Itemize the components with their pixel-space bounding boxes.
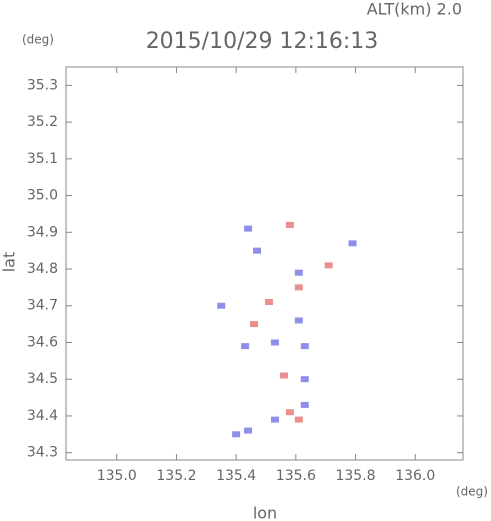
data-point bbox=[300, 343, 309, 350]
y-tick-label: 35.2 bbox=[27, 114, 58, 130]
data-point bbox=[232, 431, 241, 438]
plot-frame bbox=[65, 66, 464, 461]
data-point bbox=[270, 339, 279, 346]
data-point bbox=[264, 299, 273, 306]
x-tick-label: 135.4 bbox=[216, 468, 256, 484]
x-axis-label: lon bbox=[253, 504, 277, 521]
x-tick-label: 136.0 bbox=[395, 468, 435, 484]
y-tick-label: 35.1 bbox=[27, 151, 58, 167]
data-point bbox=[294, 284, 303, 291]
y-tick-label: 34.4 bbox=[27, 408, 58, 424]
y-tick-label: 34.9 bbox=[27, 224, 58, 240]
y-tick-label: 34.6 bbox=[27, 334, 58, 350]
x-tick-label: 135.6 bbox=[276, 468, 316, 484]
data-point bbox=[324, 262, 333, 269]
chart-title: 2015/10/29 12:16:13 bbox=[146, 29, 379, 54]
data-point bbox=[285, 409, 294, 416]
y-tick-label: 35.0 bbox=[27, 188, 58, 204]
data-point bbox=[250, 321, 259, 328]
y-tick-label: 34.8 bbox=[27, 261, 58, 277]
x-tick-label: 135.0 bbox=[97, 468, 137, 484]
data-point bbox=[348, 240, 357, 247]
y-tick-label: 35.3 bbox=[27, 77, 58, 93]
y-unit: (deg) bbox=[22, 33, 54, 47]
y-tick-label: 34.5 bbox=[27, 371, 58, 387]
data-point bbox=[294, 269, 303, 276]
chart-subtitle: ALT(km) 2.0 bbox=[367, 0, 462, 19]
y-axis-label: lat bbox=[0, 252, 19, 273]
data-point bbox=[253, 247, 262, 254]
y-tick-label: 34.3 bbox=[27, 445, 58, 461]
data-point bbox=[294, 317, 303, 324]
data-point bbox=[294, 416, 303, 423]
x-tick-label: 135.2 bbox=[156, 468, 196, 484]
data-point bbox=[300, 401, 309, 408]
data-point bbox=[244, 427, 253, 434]
data-point bbox=[241, 343, 250, 350]
x-tick-label: 135.8 bbox=[335, 468, 375, 484]
data-point bbox=[285, 221, 294, 228]
y-tick-label: 34.7 bbox=[27, 298, 58, 314]
data-point bbox=[244, 225, 253, 232]
x-unit: (deg) bbox=[456, 485, 488, 499]
data-point bbox=[217, 302, 226, 309]
data-point bbox=[270, 416, 279, 423]
data-point bbox=[279, 372, 288, 379]
data-point bbox=[300, 376, 309, 383]
